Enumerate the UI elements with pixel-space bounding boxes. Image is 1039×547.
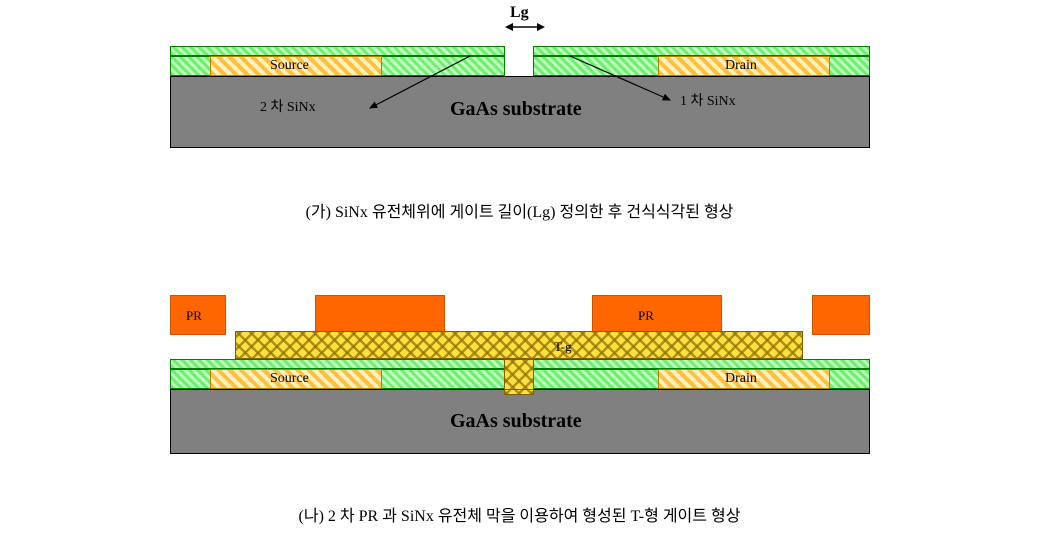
tgate-stem-tip (504, 389, 534, 395)
sinx-second-left-b (170, 359, 505, 369)
sinx-second-right-b (533, 359, 870, 369)
source-label-b: Source (270, 371, 309, 387)
pr-block-2 (315, 295, 445, 335)
figure-a: Lg Source Drain GaAs substrate 2 차 SiNx … (170, 28, 870, 183)
caption-a: (가) SiNx 유전체위에 게이트 길이(Lg) 정의한 후 건식식각된 형상 (0, 198, 1039, 222)
tg-label: T-g (554, 339, 572, 355)
pr-block-3 (592, 295, 722, 335)
arrow-left-icon (170, 28, 870, 183)
lg-label: Lg (510, 4, 529, 22)
tgate-cap (235, 331, 803, 359)
drain-label-b: Drain (725, 371, 757, 387)
pr-label-3: PR (638, 308, 654, 324)
substrate-label-b: GaAs substrate (450, 410, 582, 433)
pr-block-4 (812, 295, 870, 335)
pr-label-1: PR (186, 308, 202, 324)
figure-b: PR PR T-g Source Drain GaAs substrate (170, 295, 870, 475)
caption-b: (나) 2 차 PR 과 SiNx 유전체 막을 이용하여 형성된 T-형 게이… (0, 502, 1039, 526)
